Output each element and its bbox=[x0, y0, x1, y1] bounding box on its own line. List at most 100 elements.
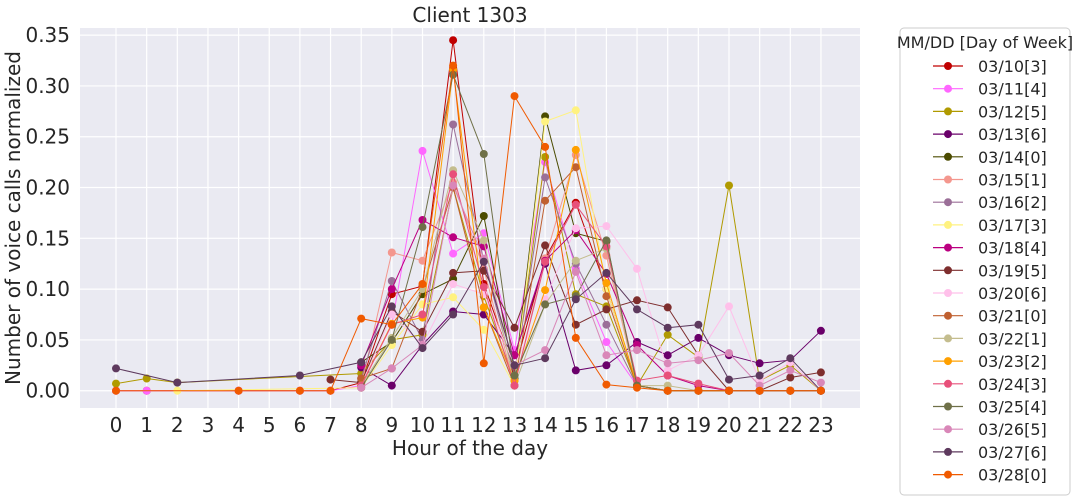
legend-marker bbox=[944, 62, 952, 70]
legend-item: 03/28[0] bbox=[933, 466, 1047, 485]
x-tick-label: 14 bbox=[532, 413, 557, 437]
data-point bbox=[755, 371, 764, 380]
data-point bbox=[449, 280, 458, 288]
legend-marker bbox=[944, 84, 952, 93]
x-tick-label: 15 bbox=[563, 413, 588, 437]
legend-item: 03/19[5] bbox=[933, 261, 1047, 280]
y-tick-label: 0.35 bbox=[25, 23, 70, 47]
data-point bbox=[571, 333, 580, 342]
data-point bbox=[357, 383, 366, 392]
legend-item: 03/10[3] bbox=[933, 57, 1047, 76]
legend-item: 03/13[6] bbox=[933, 125, 1047, 144]
x-tick-label: 4 bbox=[232, 413, 245, 437]
data-point bbox=[541, 257, 550, 266]
data-point bbox=[816, 326, 825, 335]
data-point bbox=[602, 305, 611, 314]
data-point bbox=[602, 338, 611, 346]
data-point bbox=[449, 293, 458, 302]
data-point bbox=[112, 364, 120, 373]
data-point bbox=[387, 302, 396, 311]
legend-items: 03/10[3] 03/11[4] 03/12[5] 03/13[6] 03/14[0]… bbox=[933, 57, 1047, 485]
data-point bbox=[541, 173, 550, 182]
series-03-27-6 bbox=[112, 257, 825, 395]
x-tick-label: 9 bbox=[385, 413, 398, 437]
y-tick-labels: 0.00 0.05 0.10 0.15 0.20 0.25 0.30 0.35 bbox=[25, 23, 70, 403]
data-point bbox=[816, 378, 825, 387]
data-point bbox=[571, 145, 580, 154]
data-point bbox=[786, 386, 795, 395]
legend-item: 03/18[4] bbox=[933, 239, 1047, 258]
data-point bbox=[725, 386, 733, 395]
data-point bbox=[357, 358, 366, 367]
data-point bbox=[510, 92, 519, 101]
x-tick-label: 23 bbox=[808, 413, 833, 437]
legend-marker bbox=[944, 311, 952, 320]
data-point bbox=[510, 371, 519, 380]
data-point bbox=[541, 241, 550, 250]
data-point bbox=[479, 325, 488, 334]
legend-item: 03/16[2] bbox=[933, 193, 1047, 212]
x-tick-labels: 0 1 2 3 4 5 6 7 8 9 10 11 12 13 14 15 16 17 18 19 20 21 22 23 bbox=[110, 413, 834, 437]
legend-label: 03/12[5] bbox=[978, 102, 1047, 121]
data-point bbox=[387, 364, 396, 373]
data-point bbox=[479, 212, 488, 220]
data-point bbox=[418, 310, 427, 319]
series-03-24-3 bbox=[357, 170, 825, 395]
data-point bbox=[449, 268, 458, 277]
x-tick-label: 21 bbox=[747, 413, 772, 437]
legend-title: MM/DD [Day of Week] bbox=[897, 33, 1073, 52]
data-point bbox=[510, 361, 519, 370]
data-point bbox=[449, 120, 458, 129]
data-point bbox=[418, 280, 427, 288]
data-point bbox=[571, 295, 580, 304]
x-tick-label: 1 bbox=[140, 413, 153, 437]
data-point bbox=[173, 378, 182, 387]
legend-marker bbox=[944, 266, 952, 275]
legend-marker bbox=[944, 198, 952, 207]
y-tick-label: 0.30 bbox=[25, 74, 70, 98]
legend-box bbox=[899, 27, 1071, 496]
x-tick-label: 6 bbox=[294, 413, 307, 437]
data-point bbox=[602, 292, 611, 301]
data-point bbox=[571, 267, 580, 276]
legend-label: 03/10[3] bbox=[978, 57, 1047, 76]
legend-item: 03/11[4] bbox=[933, 80, 1047, 99]
data-point bbox=[387, 381, 396, 390]
data-point bbox=[755, 359, 764, 368]
data-point bbox=[449, 70, 458, 79]
legend-marker bbox=[944, 289, 952, 297]
chart-title: Client 1303 bbox=[412, 3, 527, 27]
data-point bbox=[234, 386, 243, 395]
legend-label: 03/26[5] bbox=[978, 420, 1047, 439]
data-point bbox=[786, 373, 795, 382]
data-point bbox=[449, 233, 458, 242]
series-lines bbox=[112, 36, 825, 395]
data-point bbox=[479, 283, 488, 292]
data-point bbox=[633, 264, 641, 273]
data-point bbox=[326, 375, 335, 384]
legend-label: 03/27[6] bbox=[978, 443, 1047, 462]
legend-label: 03/23[2] bbox=[978, 352, 1047, 371]
data-point bbox=[112, 379, 120, 388]
data-point bbox=[571, 224, 580, 233]
legend-item: 03/22[1] bbox=[933, 329, 1047, 348]
data-point bbox=[725, 375, 733, 384]
data-point bbox=[602, 236, 611, 245]
x-tick-label: 19 bbox=[686, 413, 711, 437]
data-point bbox=[571, 106, 580, 115]
legend-label: 03/20[6] bbox=[978, 284, 1047, 303]
data-point bbox=[633, 346, 641, 355]
data-point bbox=[387, 310, 396, 319]
x-tick-label: 7 bbox=[324, 413, 337, 437]
legend-marker bbox=[944, 130, 952, 139]
data-point bbox=[510, 323, 519, 332]
x-tick-label: 20 bbox=[716, 413, 741, 437]
data-point bbox=[694, 379, 703, 388]
x-tick-label: 18 bbox=[655, 413, 680, 437]
data-point bbox=[479, 257, 488, 266]
legend-item: 03/25[4] bbox=[933, 398, 1047, 417]
legend-item: 03/14[0] bbox=[933, 148, 1047, 167]
data-point bbox=[479, 359, 488, 368]
x-tick-label: 0 bbox=[110, 413, 123, 437]
